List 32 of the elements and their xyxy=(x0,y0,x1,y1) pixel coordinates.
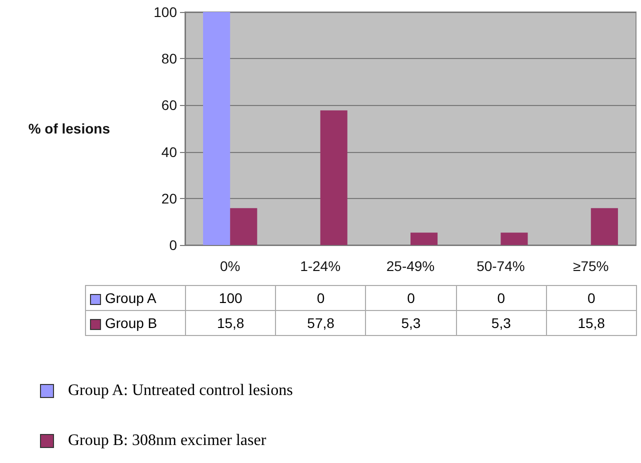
bar xyxy=(590,208,618,245)
legend-label: Group A xyxy=(86,286,186,310)
data-label: 5,3 xyxy=(456,310,546,336)
bar xyxy=(320,110,348,245)
y-tick-label: 100 xyxy=(154,4,178,20)
text: Group B: 308nm excimer laser xyxy=(67,432,266,450)
y-tick-label: 80 xyxy=(161,50,178,67)
data-label: 0 xyxy=(546,286,636,310)
x-tick-label: 0% xyxy=(220,258,240,274)
bar xyxy=(500,232,528,245)
bar xyxy=(230,208,258,245)
x-tick-label: 1-24% xyxy=(300,258,341,274)
data-label: 100 xyxy=(186,286,276,310)
text: Group A: Untreated control lesions xyxy=(67,382,293,400)
x-tick-label: ≥75% xyxy=(573,258,609,274)
data-label: 15,8 xyxy=(186,310,276,336)
y-tick-label: 0 xyxy=(169,237,178,253)
y-tick-label: 20 xyxy=(161,190,178,206)
x-tick-label: 25-49% xyxy=(386,258,435,274)
y-tick-label: 40 xyxy=(161,144,178,160)
data-label: 0 xyxy=(366,286,456,310)
legend-label: Group B xyxy=(86,310,186,336)
y-tick-label: 60 xyxy=(161,97,178,114)
data-label: 15,8 xyxy=(546,310,636,336)
data-label: 57,8 xyxy=(276,310,366,336)
x-tick-label: 50-74% xyxy=(476,258,525,274)
bar xyxy=(410,232,438,245)
y-axis-title: % of lesions xyxy=(28,120,110,136)
data-label: 5,3 xyxy=(366,310,456,336)
bar xyxy=(203,12,230,245)
data-label: 0 xyxy=(456,286,546,310)
data-label: 0 xyxy=(276,286,366,310)
